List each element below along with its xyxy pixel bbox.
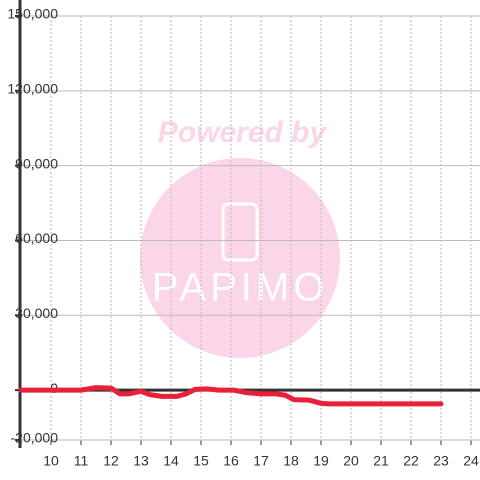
y-tick-label: 150,000 [7, 6, 58, 22]
x-tick-label: 17 [253, 453, 269, 469]
watermark-circle [140, 158, 340, 358]
watermark-icon [221, 202, 259, 262]
x-tick-label: 10 [43, 453, 59, 469]
x-tick-label: 14 [163, 453, 179, 469]
y-tick-label: 90,000 [15, 155, 58, 171]
x-tick-label: 22 [403, 453, 419, 469]
data-line [18, 385, 444, 407]
y-tick-label: -20,000 [11, 430, 59, 446]
x-tick-label: 20 [343, 453, 359, 469]
x-tick-label: 23 [433, 453, 449, 469]
watermark-title: Powered by [158, 116, 328, 149]
x-tick-label: 19 [313, 453, 329, 469]
x-tick-label: 18 [283, 453, 299, 469]
y-tick-label: 60,000 [15, 230, 58, 246]
x-tick-label: 12 [103, 453, 119, 469]
x-tick-label: 21 [373, 453, 389, 469]
x-tick-label: 24 [463, 453, 479, 469]
x-tick-label: 13 [133, 453, 149, 469]
x-tick-label: 15 [193, 453, 209, 469]
y-tick-label: 120,000 [7, 81, 58, 97]
x-tick-label: 11 [74, 453, 89, 469]
y-tick-label: 30,000 [15, 305, 58, 321]
watermark-brand: PAPIMO [152, 266, 329, 310]
x-tick-label: 16 [223, 453, 239, 469]
